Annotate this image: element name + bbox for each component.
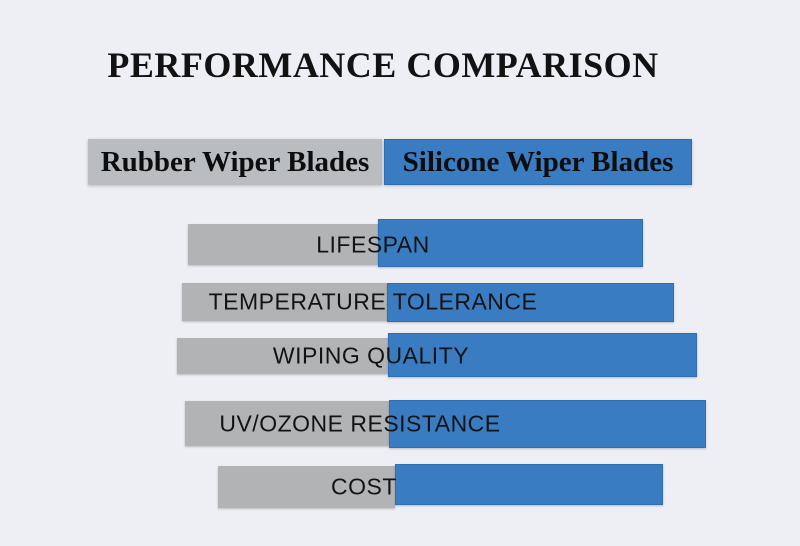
bar-label: LIFESPAN <box>316 231 430 258</box>
bar-segment-rubber <box>177 338 388 374</box>
bar-segment-silicone <box>387 283 674 322</box>
bar-label: COST <box>331 473 397 500</box>
bar-segment-silicone <box>395 464 663 505</box>
bar-segment-silicone <box>389 400 706 448</box>
bar-segment-rubber <box>185 401 389 446</box>
page-title: PERFORMANCE COMPARISON <box>107 45 659 85</box>
bar-label: WIPING QUALITY <box>272 342 470 369</box>
bar-segment-rubber <box>218 466 395 508</box>
bar-segment-silicone <box>378 219 643 267</box>
bar-segment-rubber <box>188 224 378 265</box>
legend-silicone-wiper-blades: Silicone Wiper Blades <box>384 139 692 185</box>
bar-segment-silicone <box>388 333 697 377</box>
bar-segment-rubber <box>182 283 387 321</box>
bar-label: UV/OZONE RESISTANCE <box>219 410 501 437</box>
bar-label: TEMPERATURE TOLERANCE <box>208 288 538 315</box>
legend-rubber-wiper-blades: Rubber Wiper Blades <box>88 139 382 185</box>
